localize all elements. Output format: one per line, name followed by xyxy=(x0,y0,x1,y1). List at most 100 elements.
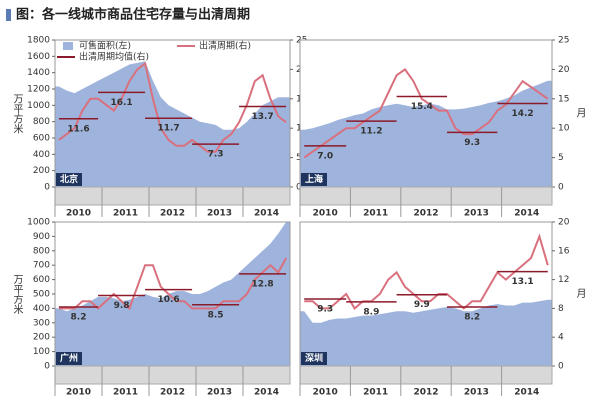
x-tick-label: 2010 xyxy=(313,388,338,398)
average-label: 15.4 xyxy=(411,102,433,112)
city-label: 深圳 xyxy=(305,352,323,364)
average-label: 8.2 xyxy=(464,312,480,322)
x-tick-label: 2014 xyxy=(514,388,539,398)
legend-label: 出清周期均值(右) xyxy=(79,51,149,63)
area xyxy=(300,299,552,366)
city-label: 北京 xyxy=(60,173,78,185)
y-tick-label: 200 xyxy=(33,333,50,343)
average-label: 11.6 xyxy=(67,124,89,134)
y2-tick-label: 20 xyxy=(558,218,570,228)
x-tick-label: 2014 xyxy=(254,388,279,398)
y-tick-label: 0 xyxy=(44,183,50,193)
city-badge xyxy=(56,173,82,186)
average-label: 7.3 xyxy=(208,150,224,160)
x-tick-label: 2013 xyxy=(207,209,232,219)
x-tick-label: 2013 xyxy=(207,388,232,398)
month-band xyxy=(54,365,291,385)
x-tick-label: 2012 xyxy=(160,209,185,219)
x-tick-label: 2011 xyxy=(113,388,138,398)
y-tick-label: 400 xyxy=(33,304,50,314)
chart-title: 图：各一线城市商品住宅存量与出清周期 xyxy=(16,7,250,23)
y-axis-title: 万平方米 xyxy=(11,274,23,315)
city-badge xyxy=(56,352,82,365)
average-label: 9.3 xyxy=(317,305,333,315)
x-tick-label: 2012 xyxy=(413,209,438,219)
legend-swatch xyxy=(63,42,73,50)
legend-label: 出清周期(右) xyxy=(199,40,251,52)
average-label: 14.2 xyxy=(511,109,533,119)
y2-tick-label: 12 xyxy=(558,275,569,285)
y2-tick-label: 0 xyxy=(558,362,564,372)
average-label: 11.2 xyxy=(360,127,382,137)
y2-tick-label: 10 xyxy=(558,124,570,134)
average-label: 12.8 xyxy=(251,279,273,289)
average-label: 9.8 xyxy=(114,301,130,311)
y-tick-label: 1000 xyxy=(27,101,50,111)
line xyxy=(58,61,287,153)
area xyxy=(300,80,552,187)
y2-tick-label: 0 xyxy=(558,183,564,193)
x-tick-label: 2011 xyxy=(363,388,388,398)
city-badge xyxy=(301,173,327,186)
y-tick-label: 900 xyxy=(33,232,50,242)
y2-tick-label: 8 xyxy=(558,304,564,314)
area xyxy=(55,222,290,366)
city-badge xyxy=(301,352,327,365)
average-label: 16.1 xyxy=(110,98,132,108)
average-label: 7.0 xyxy=(317,151,333,161)
average-label: 9.9 xyxy=(414,300,430,310)
y-axis-title: 万平方米 xyxy=(11,94,23,135)
y-tick-label: 1000 xyxy=(27,218,50,228)
y2-tick-label: 4 xyxy=(558,333,564,343)
y2-tick-label: 5 xyxy=(558,153,564,163)
average-label: 9.3 xyxy=(464,138,480,148)
month-band xyxy=(54,186,291,206)
title-marker xyxy=(6,9,11,21)
x-tick-label: 2014 xyxy=(254,209,279,219)
y-tick-label: 200 xyxy=(33,166,50,176)
x-tick-label: 2010 xyxy=(313,209,338,219)
y-tick-label: 600 xyxy=(33,275,50,285)
line xyxy=(304,233,549,310)
x-tick-label: 2011 xyxy=(113,209,138,219)
y-tick-label: 300 xyxy=(33,318,50,328)
x-tick-label: 2010 xyxy=(66,388,91,398)
y2-tick-label: 15 xyxy=(558,94,569,104)
average-label: 11.7 xyxy=(157,124,179,134)
city-label: 广州 xyxy=(60,352,78,364)
average-label: 8.9 xyxy=(363,307,379,317)
average-label: 10.6 xyxy=(157,295,179,305)
y-tick-label: 800 xyxy=(33,117,50,127)
line xyxy=(303,68,549,159)
y2-axis-title: 月 xyxy=(574,288,586,299)
y2-tick-label: 0 xyxy=(296,183,302,193)
y2-tick-label: 20 xyxy=(558,65,570,75)
month-band xyxy=(299,186,553,206)
y-tick-label: 1600 xyxy=(27,52,50,62)
y-tick-label: 1400 xyxy=(27,68,50,78)
x-tick-label: 2014 xyxy=(514,209,539,219)
x-tick-label: 2012 xyxy=(413,388,438,398)
y-tick-label: 400 xyxy=(33,150,50,160)
legend-label: 可售面积(左) xyxy=(79,40,131,52)
y2-tick-label: 25 xyxy=(558,36,569,46)
average-label: 8.2 xyxy=(71,312,87,322)
average-label: 8.5 xyxy=(208,310,224,320)
y2-tick-label: 5 xyxy=(296,153,302,163)
x-tick-label: 2010 xyxy=(66,209,91,219)
y-tick-label: 1200 xyxy=(27,85,50,95)
month-band xyxy=(299,365,553,385)
y-tick-label: 500 xyxy=(33,290,50,300)
y-tick-label: 0 xyxy=(44,362,50,372)
y2-axis-title: 月 xyxy=(574,107,586,118)
city-label: 上海 xyxy=(305,173,323,185)
y2-tick-label: 16 xyxy=(558,246,570,256)
x-tick-label: 2013 xyxy=(464,209,489,219)
x-tick-label: 2013 xyxy=(464,388,489,398)
x-tick-label: 2011 xyxy=(363,209,388,219)
y-tick-label: 800 xyxy=(33,246,50,256)
y-tick-label: 600 xyxy=(33,134,50,144)
y-tick-label: 100 xyxy=(33,347,50,357)
average-label: 13.7 xyxy=(251,112,273,122)
